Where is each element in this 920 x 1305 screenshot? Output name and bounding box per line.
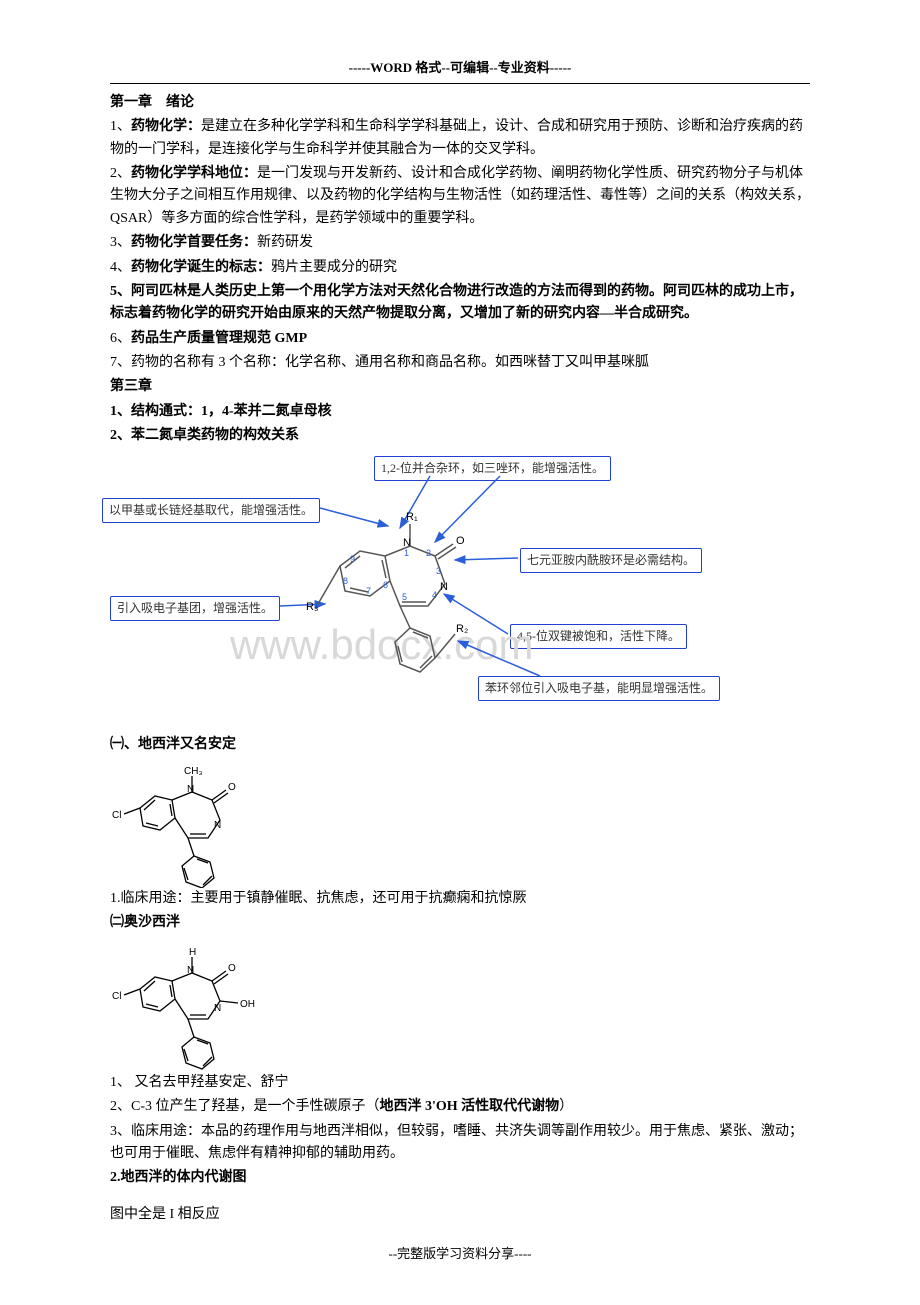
num: 6、 bbox=[110, 331, 131, 346]
bold-text: 地西泮 3'OH 活性取代代谢物 bbox=[380, 1099, 560, 1114]
ch1-p1: 1、药物化学：是建立在多种化学学科和生命科学学科基础上，设计、合成和研究用于预防… bbox=[110, 116, 810, 161]
text: 2、C-3 位产生了羟基，是一个手性碳原子（ bbox=[110, 1099, 380, 1114]
r1-label: R₁ bbox=[406, 511, 418, 523]
r3-label: R₃ bbox=[306, 601, 318, 613]
n4-label: N bbox=[440, 581, 448, 593]
oxazepam-p2: 2、C-3 位产生了羟基，是一个手性碳原子（地西泮 3'OH 活性取代代谢物） bbox=[110, 1096, 810, 1118]
term: 药物化学诞生的标志： bbox=[131, 260, 271, 275]
metabolism-note: 图中全是 I 相反应 bbox=[110, 1204, 810, 1226]
ch1-p6: 6、药品生产质量管理规范 GMP bbox=[110, 328, 810, 350]
num: 4、 bbox=[110, 260, 131, 275]
svg-text:Cl: Cl bbox=[112, 810, 121, 821]
structure-svg: R₁ N O N R₂ R₃ 1 2 3 4 5 6 7 8 9 bbox=[110, 456, 810, 726]
num: 2、 bbox=[110, 166, 131, 181]
num: 3、 bbox=[110, 235, 131, 250]
ch1-p3: 3、药物化学首要任务：新药研发 bbox=[110, 232, 810, 254]
chapter3-title: 第三章 bbox=[110, 376, 810, 398]
oxazepam-title: ㈡奥沙西泮 bbox=[110, 912, 810, 934]
oxazepam-p1: 1、 又名去甲羟基安定、舒宁 bbox=[110, 1072, 810, 1094]
svg-text:N: N bbox=[187, 784, 194, 795]
term: 药物化学： bbox=[131, 119, 201, 134]
svg-text:6: 6 bbox=[383, 580, 388, 590]
oxazepam-structure: H N O OH N Cl bbox=[110, 937, 290, 1072]
text: 是建立在多种化学学科和生命科学学科基础上，设计、合成和研究用于预防、诊断和治疗疾… bbox=[110, 119, 803, 156]
svg-text:5: 5 bbox=[402, 592, 407, 602]
svg-text:N: N bbox=[214, 1003, 221, 1014]
svg-text:1: 1 bbox=[404, 548, 409, 558]
term: 药物化学首要任务： bbox=[131, 235, 257, 250]
ch1-p2: 2、药物化学学科地位：是一门发现与开发新药、设计和合成化学药物、阐明药物化学性质… bbox=[110, 163, 810, 230]
document-page: -----WORD 格式--可编辑--专业资料----- 第一章 绪论 1、药物… bbox=[0, 0, 920, 1305]
svg-text:4: 4 bbox=[432, 590, 437, 600]
svg-text:3: 3 bbox=[436, 566, 441, 576]
sar-diagram: 1,2-位并合杂环，如三唑环，能增强活性。 以甲基或长链烃基取代，能增强活性。 … bbox=[110, 456, 810, 726]
header-rule bbox=[110, 83, 810, 84]
svg-text:N: N bbox=[187, 965, 194, 976]
metabolism-title: 2.地西泮的体内代谢图 bbox=[110, 1167, 810, 1189]
ch3-p2: 2、苯二氮卓类药物的构效关系 bbox=[110, 425, 810, 447]
chapter1-title: 第一章 绪论 bbox=[110, 92, 810, 114]
svg-text:8: 8 bbox=[343, 576, 348, 586]
page-header: -----WORD 格式--可编辑--专业资料----- bbox=[110, 58, 810, 79]
page-footer: --完整版学习资料分享---- bbox=[110, 1244, 810, 1265]
text: 鸦片主要成分的研究 bbox=[271, 260, 397, 275]
svg-text:Cl: Cl bbox=[112, 991, 121, 1002]
ch1-p7: 7、药物的名称有 3 个名称：化学名称、通用名称和商品名称。如西咪替丁又叫甲基咪… bbox=[110, 352, 810, 374]
diazepam-structure: CH₃ N O N Cl bbox=[110, 758, 280, 888]
svg-text:CH₃: CH₃ bbox=[184, 766, 203, 777]
svg-text:H: H bbox=[189, 947, 196, 958]
svg-text:7: 7 bbox=[366, 586, 371, 596]
term: 药品生产质量管理规范 GMP bbox=[131, 331, 307, 346]
text: ） bbox=[559, 1099, 573, 1114]
svg-text:O: O bbox=[228, 963, 236, 974]
o-label: O bbox=[456, 535, 465, 547]
text: 新药研发 bbox=[257, 235, 313, 250]
svg-text:OH: OH bbox=[240, 999, 255, 1010]
svg-text:2: 2 bbox=[426, 548, 431, 558]
ch1-p4: 4、药物化学诞生的标志：鸦片主要成分的研究 bbox=[110, 257, 810, 279]
ch1-p5: 5、阿司匹林是人类历史上第一个用化学方法对天然化合物进行改造的方法而得到的药物。… bbox=[110, 281, 810, 326]
svg-text:9: 9 bbox=[350, 554, 355, 564]
svg-text:N: N bbox=[214, 820, 221, 831]
ch3-p1: 1、结构通式：1，4-苯并二氮卓母核 bbox=[110, 401, 810, 423]
r2-label: R₂ bbox=[456, 623, 468, 635]
oxazepam-p3: 3、临床用途：本品的药理作用与地西泮相似，但较弱，嗜睡、共济失调等副作用较少。用… bbox=[110, 1121, 810, 1166]
svg-text:O: O bbox=[228, 782, 236, 793]
diazepam-use: 1.临床用途：主要用于镇静催眠、抗焦虑，还可用于抗癫痫和抗惊厥 bbox=[110, 888, 810, 910]
num: 1、 bbox=[110, 119, 131, 134]
term: 药物化学学科地位： bbox=[131, 166, 257, 181]
diazepam-title: ㈠、地西泮又名安定 bbox=[110, 734, 810, 756]
